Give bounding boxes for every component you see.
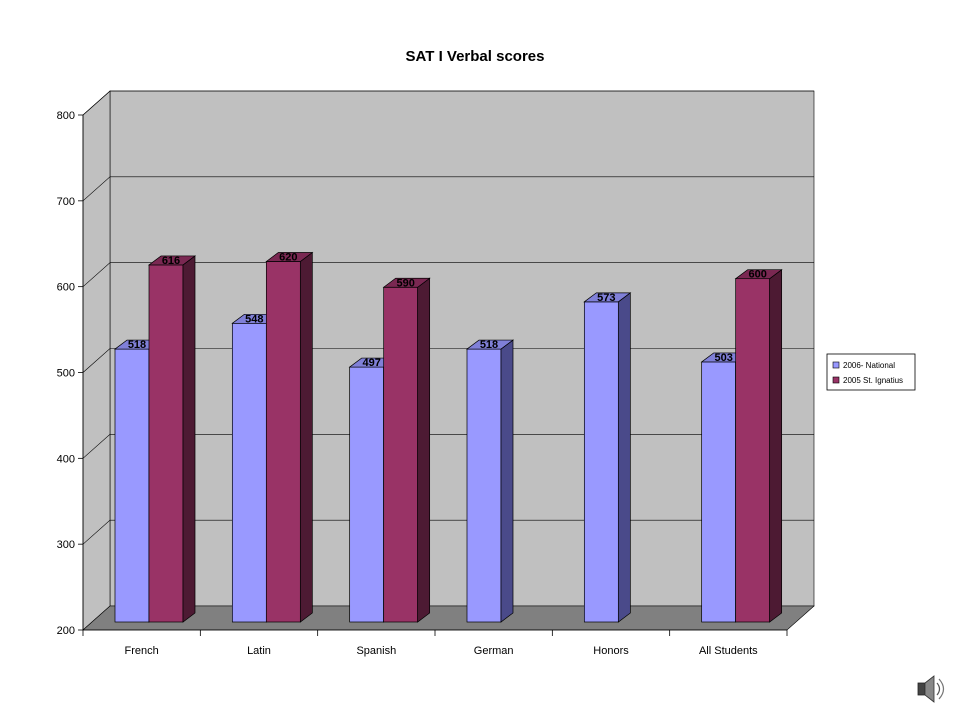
gridline <box>82 90 814 116</box>
bar-front <box>148 264 184 623</box>
y-tick-label: 200 <box>57 625 75 637</box>
bar-top <box>465 339 515 350</box>
bar-top <box>583 292 632 303</box>
data-label: 620 <box>279 252 297 264</box>
x-tick-label: Latin <box>247 645 271 657</box>
bar-top <box>734 269 783 280</box>
legend-label: 2005 St. Ignatius <box>843 376 903 385</box>
bar-front <box>114 348 150 623</box>
x-tick-label: French <box>125 645 159 657</box>
bar-side <box>417 277 431 623</box>
data-label: 503 <box>714 352 732 364</box>
x-tick-label: Honors <box>593 645 629 657</box>
legend-label: 2006- National <box>843 361 895 370</box>
bar-side <box>769 268 783 623</box>
bar-front <box>735 278 771 623</box>
bar <box>583 292 632 623</box>
data-label: 600 <box>748 269 766 281</box>
bar-side <box>182 255 196 623</box>
data-label: 518 <box>128 339 146 351</box>
bar-side <box>299 251 313 623</box>
y-tick-label: 500 <box>57 368 75 380</box>
data-label: 518 <box>480 339 498 351</box>
x-tick-label: Spanish <box>356 645 396 657</box>
data-label: 616 <box>162 255 180 267</box>
bar-front <box>701 361 737 623</box>
axes: 200 300 400 500 600 700 800 French Latin Spanish G… <box>57 110 788 657</box>
data-label: 548 <box>245 313 263 325</box>
bar <box>265 251 314 623</box>
gridline <box>82 519 814 545</box>
y-tick-label: 800 <box>57 110 75 122</box>
legend: 2006- National 2005 St. Ignatius <box>826 353 916 391</box>
gridline <box>82 348 814 373</box>
data-labels: 518 616 548 620 497 590 518 573 503 600 <box>128 252 767 370</box>
data-label: 590 <box>396 277 414 289</box>
legend-box <box>826 353 916 391</box>
y-tick-label: 300 <box>57 539 75 551</box>
speaker-icon[interactable] <box>917 675 945 703</box>
legend-swatch <box>832 376 840 384</box>
legend-swatch <box>832 361 840 369</box>
bar <box>147 255 197 623</box>
bar-front <box>231 322 267 623</box>
bar-front <box>265 261 301 623</box>
bars <box>113 251 783 623</box>
bar-front <box>349 366 385 623</box>
x-tick-label: German <box>474 645 514 657</box>
bar-top <box>382 277 431 288</box>
bar-front <box>383 286 419 623</box>
gridline <box>82 176 814 202</box>
bar-side <box>617 292 631 623</box>
data-label: 497 <box>362 357 380 369</box>
y-tick-label: 600 <box>57 282 75 294</box>
bar <box>734 268 783 623</box>
bar-side <box>500 339 514 623</box>
bar <box>382 277 431 623</box>
bar-top <box>147 255 197 266</box>
plot-area <box>82 90 815 631</box>
bar-front <box>583 301 619 623</box>
bar-front <box>466 348 502 623</box>
data-label: 573 <box>597 292 615 304</box>
gridline <box>82 262 814 287</box>
bar <box>465 339 515 623</box>
y-tick-label: 400 <box>57 453 75 465</box>
y-tick-label: 700 <box>57 196 75 208</box>
gridline <box>82 434 814 459</box>
chart-title: SAT I Verbal scores <box>406 48 545 65</box>
bar-top <box>265 252 314 262</box>
x-tick-label: All Students <box>699 645 758 657</box>
